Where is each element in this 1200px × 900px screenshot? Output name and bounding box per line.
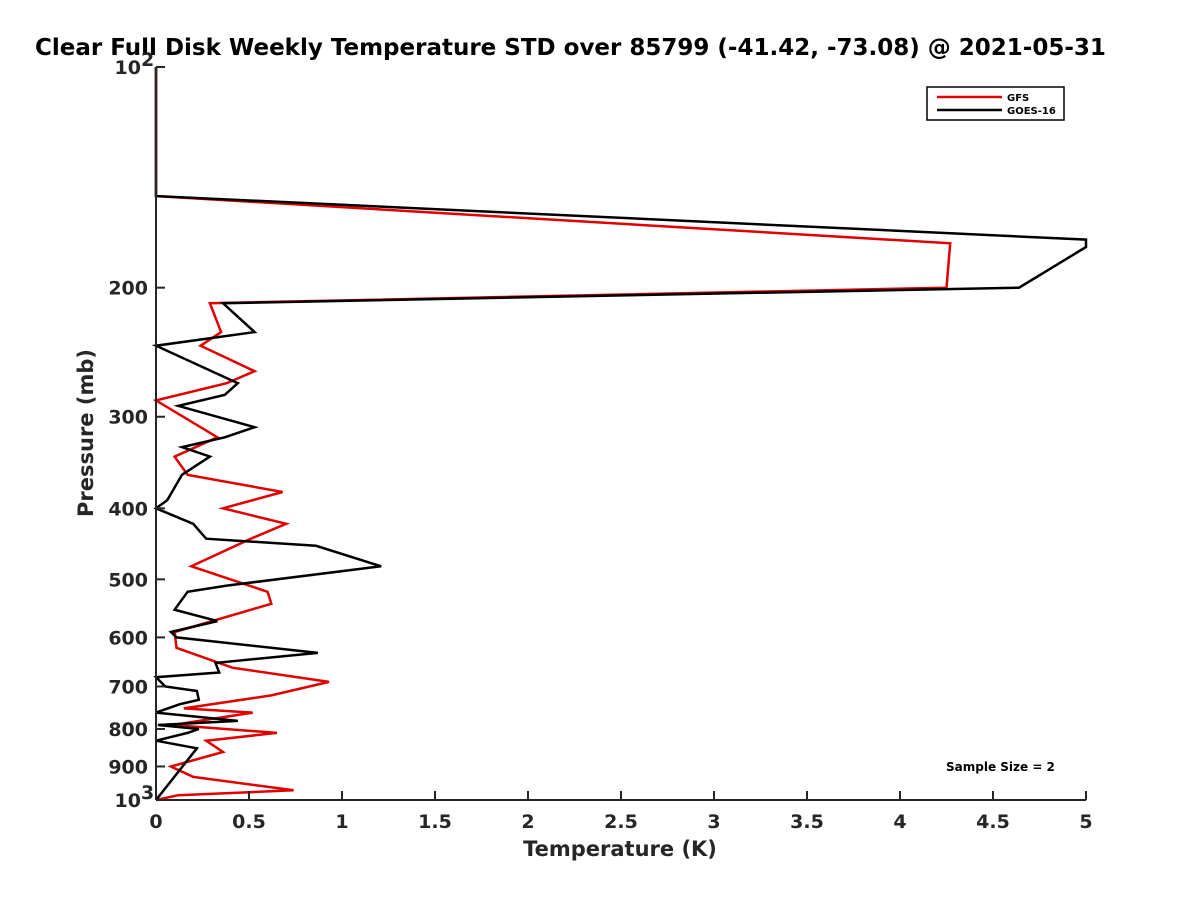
y-tick-exponent: 2: [141, 49, 154, 71]
legend: GFS GOES-16: [926, 86, 1065, 121]
x-tick-label: 2: [521, 811, 534, 833]
y-axis-label: Pressure (mb): [74, 349, 98, 517]
y-tick-label: 900: [108, 756, 148, 778]
y-tick-exponent: 3: [141, 782, 154, 804]
x-tick-label: 0.5: [232, 811, 266, 833]
y-tick-label: 10: [115, 790, 141, 812]
x-tick-label: 4: [893, 811, 906, 833]
y-tick-label: 500: [108, 569, 148, 591]
x-tick-label: 5: [1079, 811, 1092, 833]
series-line-goes-16: [151, 67, 1088, 801]
legend-box: [926, 86, 1065, 121]
x-axis-ticks: 0 0.5 1 1.5 2 2.5 3 3.5 4 4.5 5: [149, 791, 1093, 833]
sample-size-annotation: Sample Size = 2: [946, 760, 1055, 774]
x-tick-label: 3.5: [790, 811, 824, 833]
y-tick-label: 600: [108, 627, 148, 649]
legend-label-goes16: GOES-16: [1007, 106, 1056, 117]
legend-label-gfs: GFS: [1007, 93, 1029, 104]
x-tick-label: 0: [149, 811, 162, 833]
x-axis-label: Temperature (K): [523, 837, 717, 861]
y-tick-label: 10: [115, 57, 141, 79]
x-tick-label: 1.5: [418, 811, 452, 833]
x-tick-label: 3: [707, 811, 720, 833]
x-tick-label: 4.5: [976, 811, 1010, 833]
y-tick-label: 200: [108, 278, 148, 300]
chart-title: Clear Full Disk Weekly Temperature STD o…: [35, 35, 1106, 61]
y-tick-label: 700: [108, 676, 148, 698]
y-tick-label: 400: [108, 498, 148, 520]
y-tick-label: 800: [108, 719, 148, 741]
plot-series-group: [151, 67, 1088, 802]
x-tick-label: 2.5: [604, 811, 638, 833]
y-tick-label: 300: [108, 407, 148, 429]
series-line-gfs: [152, 67, 952, 802]
x-tick-label: 1: [335, 811, 348, 833]
